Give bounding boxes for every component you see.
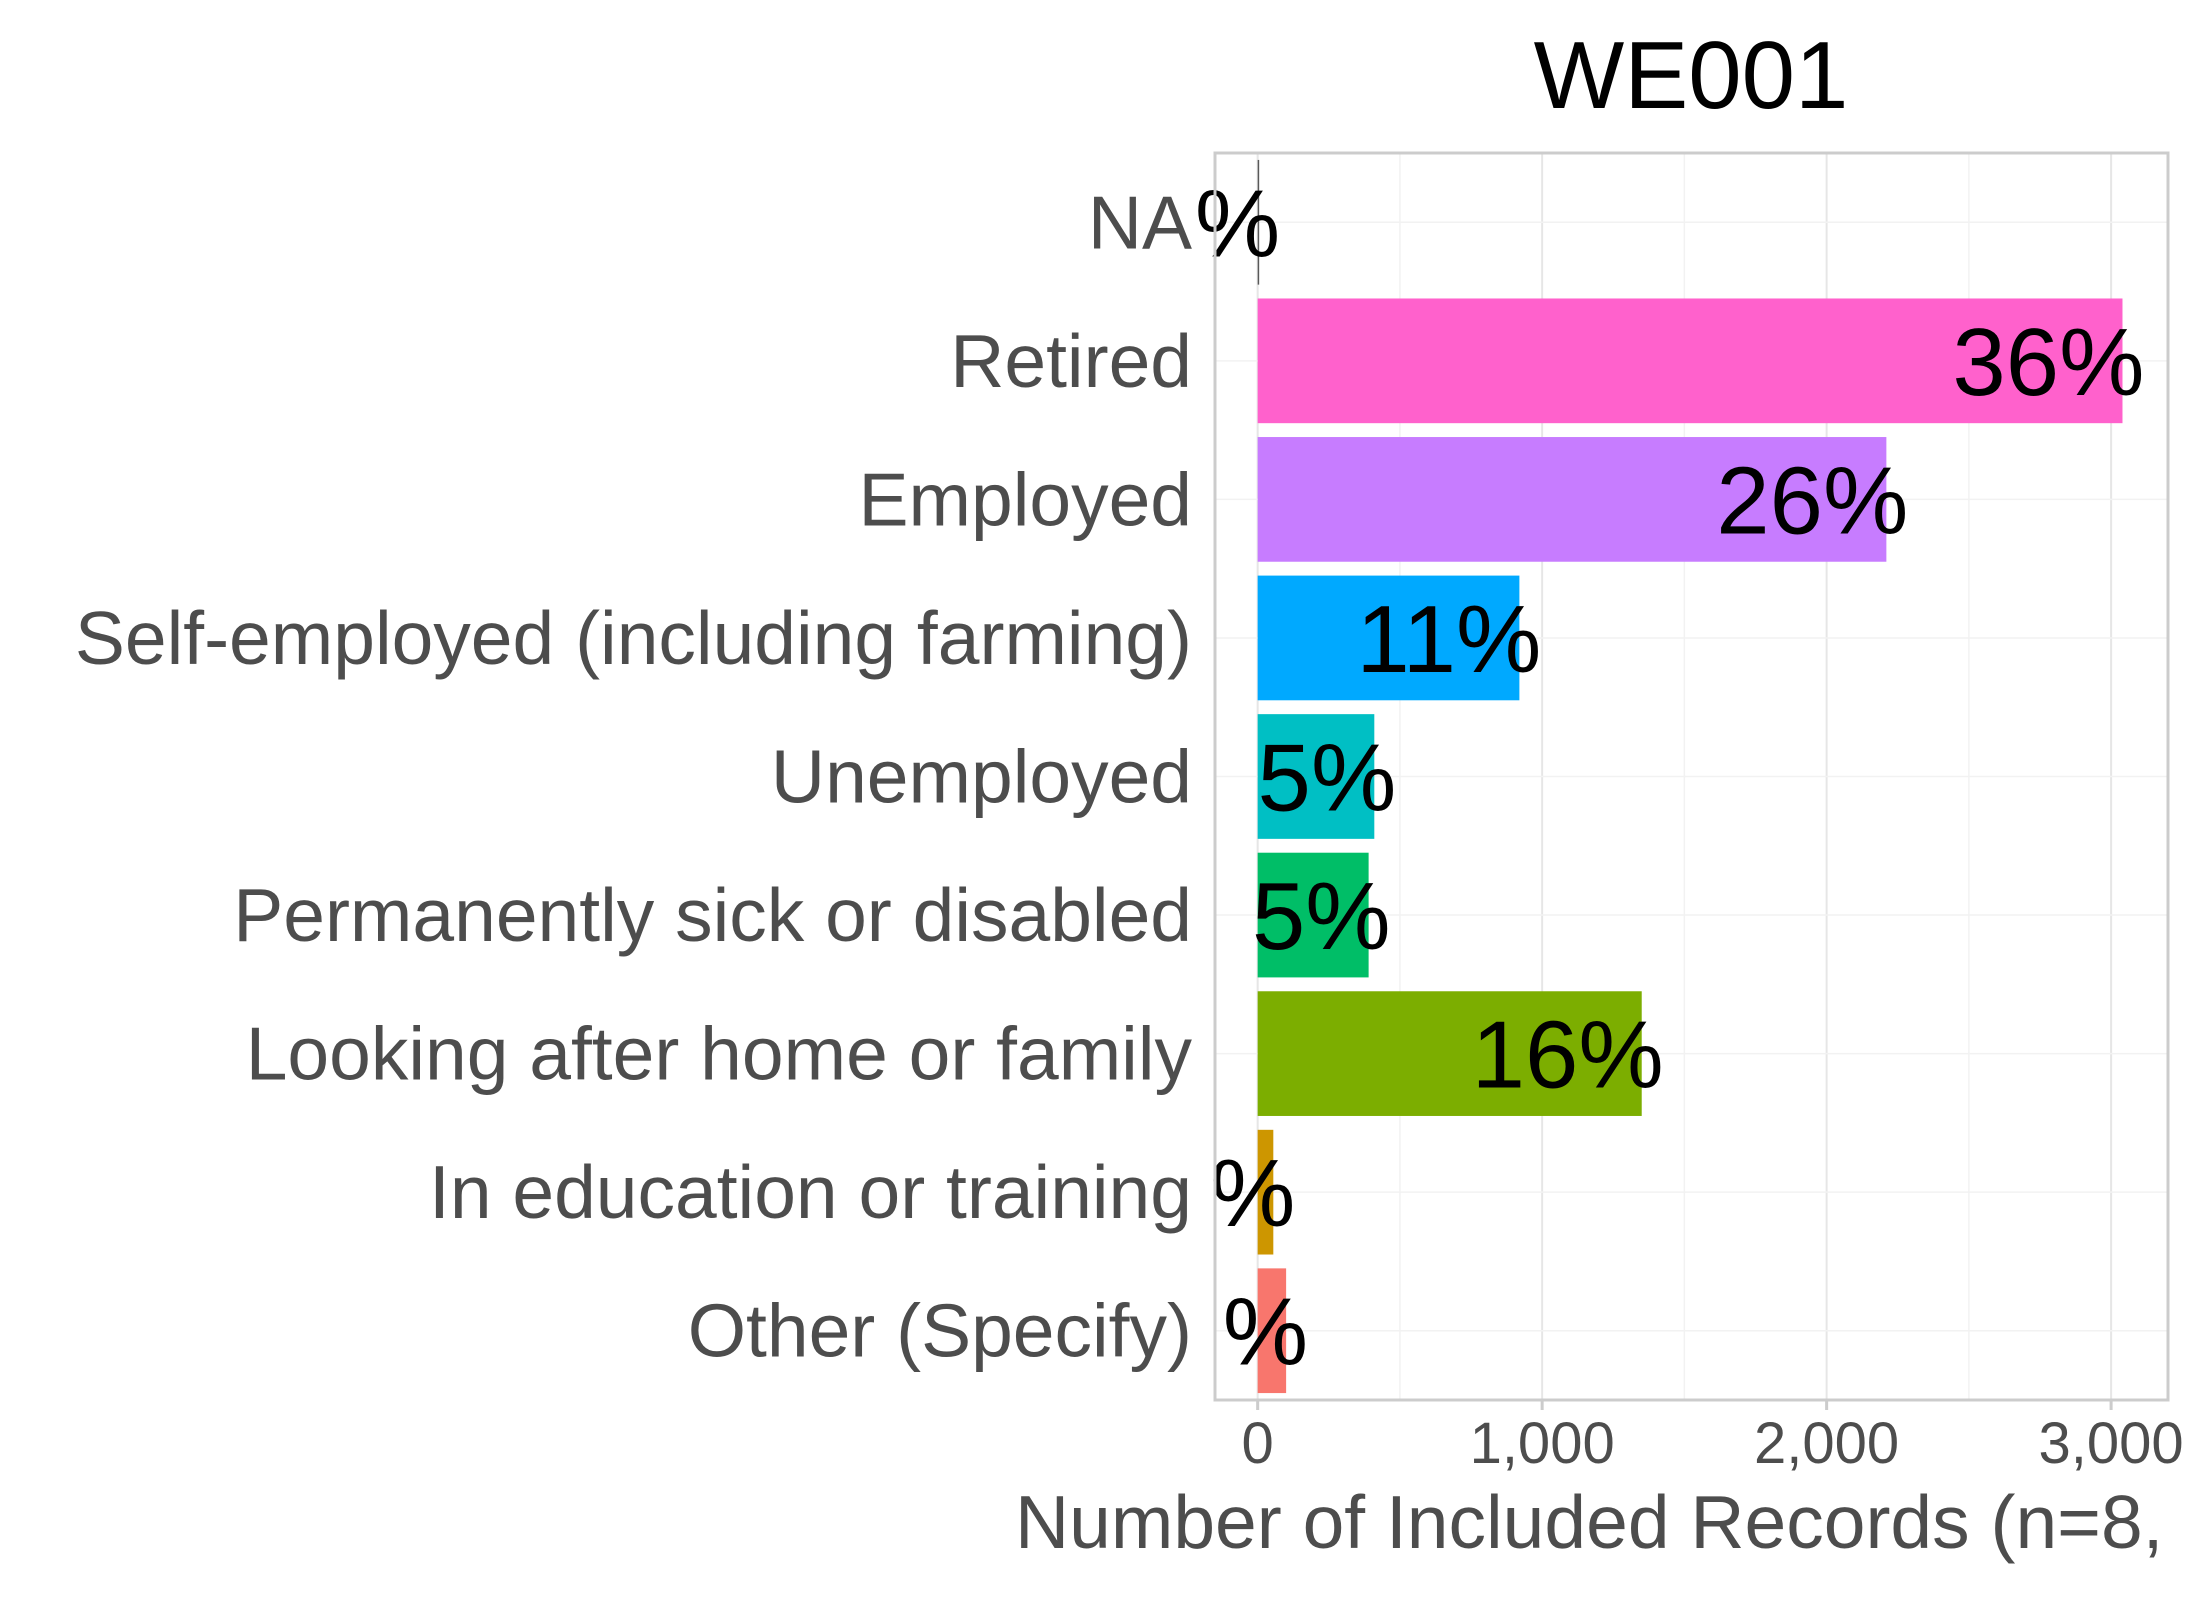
category-label: Self-employed (including farming)	[75, 596, 1192, 680]
data-label: 36%	[1952, 309, 2144, 416]
plot-panel	[1213, 151, 2170, 1402]
x-tick-label: 2,000	[1754, 1411, 1899, 1476]
category-label: Employed	[858, 457, 1192, 541]
bar	[1257, 1268, 1287, 1394]
data-label: 16%	[1472, 1002, 1664, 1109]
bar	[1257, 852, 1369, 978]
x-axis-label: Number of Included Records (n=8,	[1015, 1480, 2164, 1564]
bar	[1257, 437, 1887, 562]
bars	[1257, 159, 2123, 1394]
bar	[1257, 991, 1642, 1116]
category-label: Unemployed	[771, 735, 1192, 819]
data-label: 5%	[1258, 725, 1397, 832]
category-label: Other (Specify)	[688, 1289, 1192, 1373]
data-label: 5%	[1252, 863, 1391, 970]
data-labels: % 36% 26% 11% 5% 5% 16%%%	[1195, 170, 2145, 1385]
category-label: Looking after home or family	[246, 1012, 1193, 1096]
category-label: Permanently sick or disabled	[233, 873, 1192, 957]
chart-title: WE001	[1534, 22, 1849, 129]
category-labels: NA Retired Employed Self-employed (includin…	[75, 180, 1193, 1372]
category-label: Retired	[950, 319, 1192, 403]
category-label: NA	[1088, 180, 1192, 264]
data-label: %	[1195, 170, 1280, 277]
data-label: 26%	[1716, 447, 1908, 554]
x-tick-label: 3,000	[2039, 1411, 2184, 1476]
bar	[1257, 1129, 1274, 1255]
x-tick-label: 0	[1242, 1411, 1274, 1476]
bar	[1257, 714, 1375, 839]
category-label: In education or training	[429, 1150, 1192, 1234]
x-axis-ticks: 0 1,000 2,000 3,000	[1242, 1400, 2184, 1476]
bar	[1257, 159, 1260, 285]
data-label: %	[1223, 1279, 1308, 1386]
data-label: 11%	[1356, 586, 1541, 693]
data-label: %	[1210, 1140, 1295, 1247]
bar	[1257, 575, 1520, 701]
x-tick-label: 1,000	[1470, 1411, 1615, 1476]
bar	[1257, 298, 2123, 424]
